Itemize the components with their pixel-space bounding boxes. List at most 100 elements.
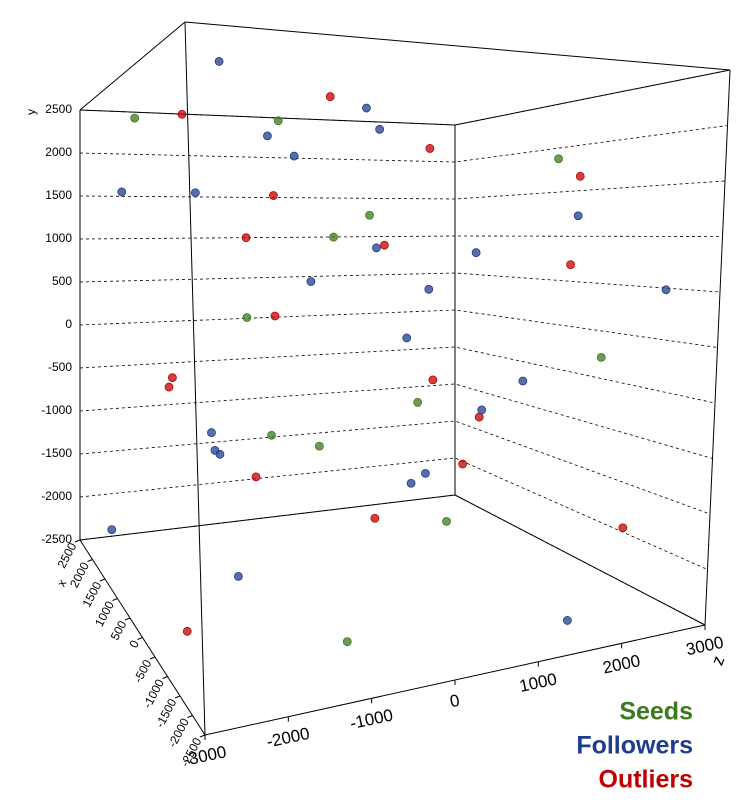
data-point xyxy=(268,191,278,200)
z-tick-label: 0 xyxy=(448,691,461,712)
z-tick-label: -2000 xyxy=(265,724,311,752)
data-point xyxy=(306,277,316,286)
box-edge xyxy=(79,21,186,111)
y-tick-label: 1000 xyxy=(45,231,72,245)
data-point xyxy=(421,468,430,478)
z-axis-title: z xyxy=(708,653,729,667)
grid-line xyxy=(79,420,711,515)
legend-entry: Followers xyxy=(576,732,693,760)
z-tick-label: -1000 xyxy=(348,706,394,734)
box-edge xyxy=(704,69,731,626)
data-point xyxy=(210,445,220,455)
data-point xyxy=(442,517,451,526)
x-tick xyxy=(137,637,143,640)
data-point xyxy=(365,210,374,220)
plot-area xyxy=(107,57,671,647)
y-tick-label: 1500 xyxy=(45,188,72,202)
grid-line xyxy=(79,383,713,459)
data-point xyxy=(406,478,416,488)
data-point xyxy=(117,187,127,197)
data-point xyxy=(362,103,371,113)
x-tick-label: 500 xyxy=(108,618,130,643)
x-tick-label: 0 xyxy=(126,638,142,651)
data-point xyxy=(566,260,575,270)
data-point xyxy=(273,116,283,126)
data-point xyxy=(413,397,423,407)
grid-line xyxy=(79,180,726,200)
data-point xyxy=(182,626,192,636)
data-point xyxy=(402,333,412,343)
grid-line xyxy=(79,309,718,348)
data-point xyxy=(661,285,671,295)
data-point xyxy=(164,382,174,392)
x-tick-label: -500 xyxy=(131,657,155,685)
y-tick-label: 2000 xyxy=(45,145,72,159)
data-point xyxy=(562,616,572,625)
y-tick-label: 2500 xyxy=(45,102,72,116)
grid-line xyxy=(79,69,731,126)
data-point xyxy=(190,188,200,198)
data-point xyxy=(233,571,243,581)
data-point xyxy=(471,248,481,257)
data-point xyxy=(329,232,338,242)
data-point xyxy=(130,113,140,123)
x-tick xyxy=(199,734,206,738)
z-tick-label: 2000 xyxy=(601,651,642,677)
z-tick-label: 1000 xyxy=(518,669,559,695)
data-point xyxy=(554,154,563,164)
data-point xyxy=(372,243,381,253)
data-point xyxy=(380,240,389,250)
data-point xyxy=(342,637,352,647)
y-tick-label: -2500 xyxy=(41,532,72,546)
data-point xyxy=(263,131,272,141)
data-point xyxy=(458,459,468,469)
data-point xyxy=(424,284,434,294)
data-point xyxy=(573,211,583,221)
y-tick-label: -2000 xyxy=(41,489,72,503)
grid-line xyxy=(79,494,706,626)
data-point xyxy=(251,472,261,482)
grid-line xyxy=(79,125,728,163)
legend-entry: Outliers xyxy=(599,766,693,794)
data-point xyxy=(575,171,585,181)
grid-line xyxy=(79,457,708,570)
data-point xyxy=(596,352,606,362)
data-point xyxy=(477,405,487,415)
box-edge xyxy=(184,21,731,71)
data-point xyxy=(618,523,628,533)
x-axis-title: x xyxy=(54,577,69,589)
x-tick xyxy=(162,676,168,679)
x-tick xyxy=(174,695,181,699)
y-axis-title: y xyxy=(24,109,38,115)
data-point xyxy=(518,376,528,386)
data-point xyxy=(270,311,280,321)
data-point xyxy=(267,430,276,440)
x-tick xyxy=(74,539,81,543)
legend: Seeds Followers Outliers xyxy=(576,698,693,794)
data-point xyxy=(242,313,252,322)
box-edge xyxy=(184,21,206,736)
data-point xyxy=(177,109,187,119)
y-tick-label: 0 xyxy=(65,317,72,331)
data-point xyxy=(207,428,216,437)
data-point xyxy=(428,375,438,385)
axes-box xyxy=(74,21,731,740)
x-tick xyxy=(187,715,193,718)
data-point xyxy=(314,441,324,451)
x-tick xyxy=(87,559,93,562)
data-point xyxy=(370,513,380,523)
y-tick-label: 500 xyxy=(52,274,72,288)
y-tick-label: -500 xyxy=(48,360,72,374)
grid-line xyxy=(79,272,721,293)
data-point xyxy=(214,57,224,66)
data-point xyxy=(241,233,251,243)
data-point xyxy=(107,525,117,535)
axis-labels: -2500-2000-1500-1000-5000500100015002000… xyxy=(24,102,728,770)
x-tick xyxy=(99,578,106,582)
x-tick xyxy=(124,617,131,621)
x-tick xyxy=(112,598,118,601)
data-point xyxy=(325,92,335,101)
data-point xyxy=(375,124,385,134)
data-point xyxy=(425,144,435,153)
